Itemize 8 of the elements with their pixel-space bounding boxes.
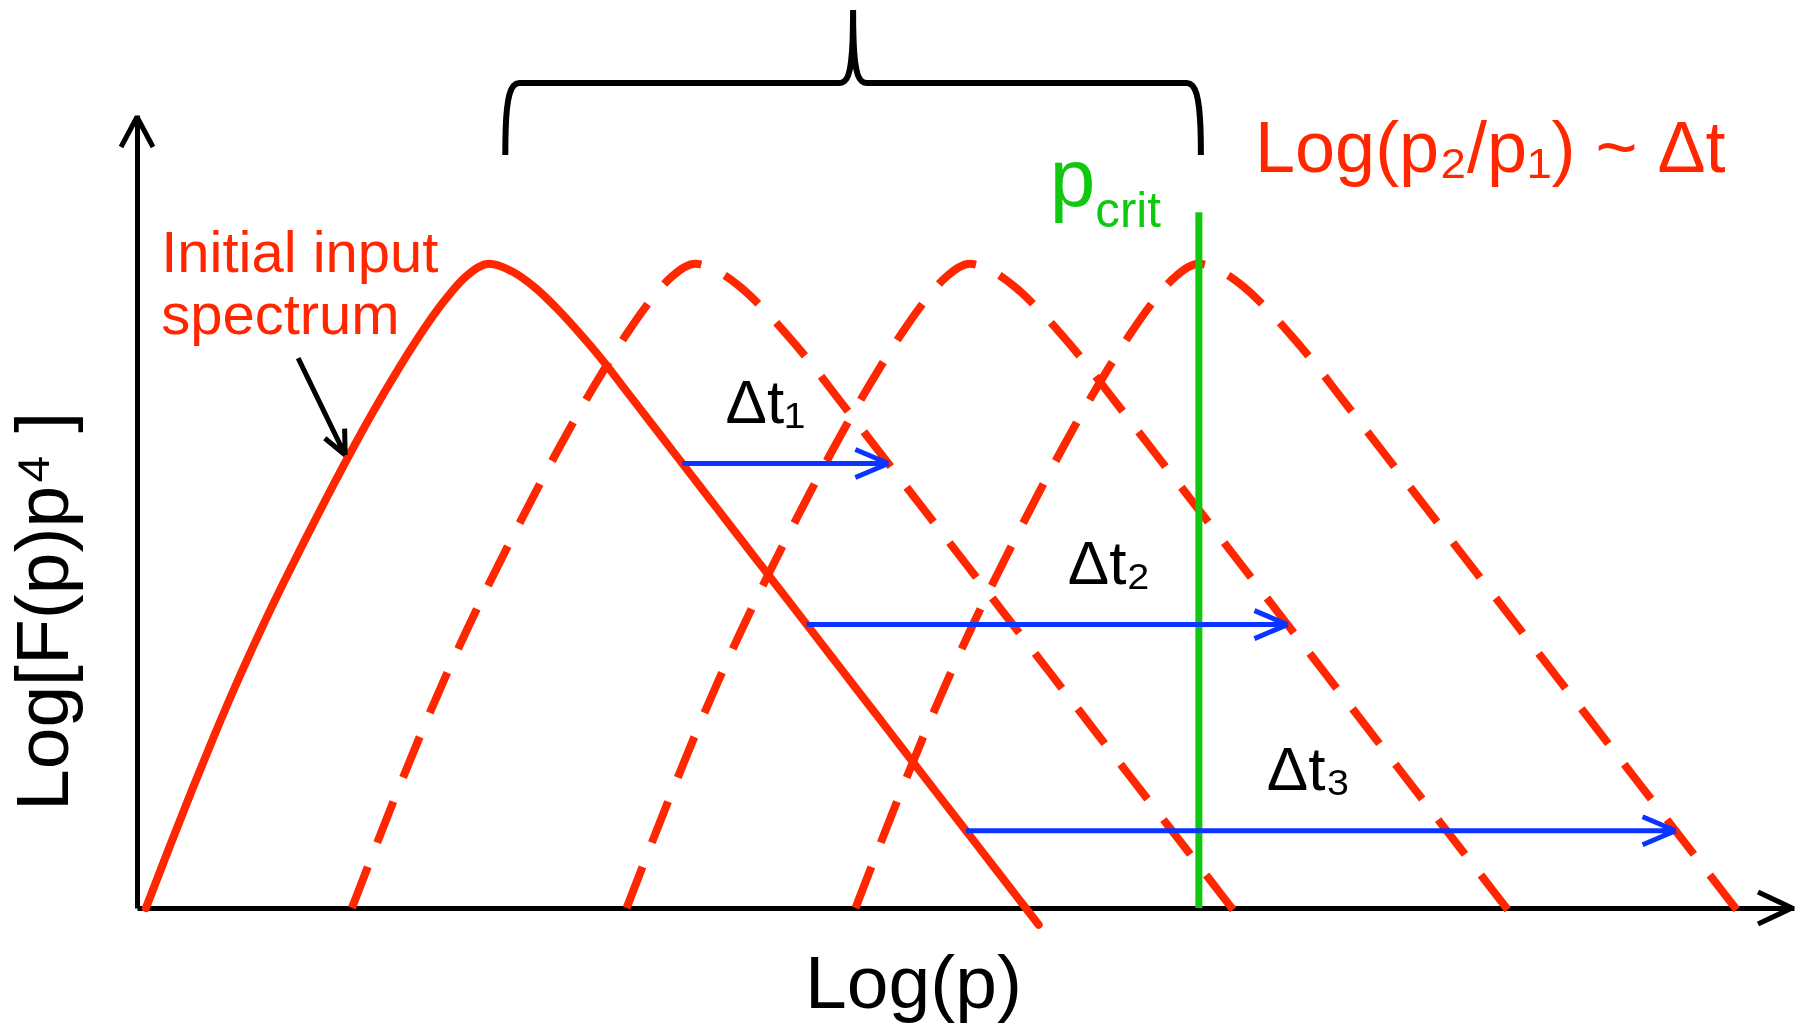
annotation: Δt₂: [1067, 527, 1151, 597]
y-axis-title: Log[F(p)p⁴ ]: [0, 411, 84, 812]
annotation: Δt₁: [725, 366, 806, 436]
series-label: Initial input spectrum: [161, 219, 439, 347]
annotation: Δt₃: [1266, 733, 1351, 803]
text: p$_{crit}$: [1049, 132, 1162, 237]
x-axis-title: Log(p): [805, 939, 1022, 1024]
text: Log(p₂/p₁) ~ Δt: [1255, 107, 1726, 187]
